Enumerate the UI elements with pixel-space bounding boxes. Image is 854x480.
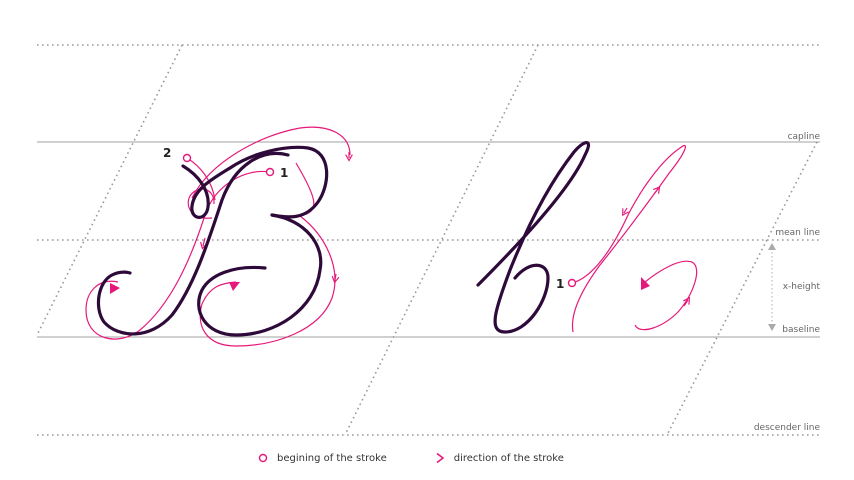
- down-arrow-icon: [768, 324, 776, 331]
- legend-start: begining of the stroke: [258, 453, 387, 464]
- capital-b-stroke-number-2: 2: [163, 146, 171, 160]
- lowercase-b-stroke-guides: [571, 144, 698, 333]
- slant-guides: [36, 44, 818, 436]
- legend-direction-label: direction of the stroke: [453, 452, 564, 464]
- capital-b-start-circle-1: [265, 167, 275, 177]
- lowercase-b-stroke-number-1: 1: [556, 277, 564, 291]
- x-height-indicator: [768, 243, 776, 331]
- baseline-label: baseline: [782, 325, 820, 335]
- capital-b-start-circle-2: [182, 153, 192, 163]
- start-circle-icon: [258, 453, 268, 463]
- direction-chevron-icon: [436, 452, 445, 464]
- descender-line-label: descender line: [754, 423, 821, 433]
- mean-line-label: mean line: [775, 228, 820, 238]
- capital-b-start-arrow-2: [229, 282, 240, 291]
- capital-b-letter: [96, 145, 329, 337]
- x-height-label: x-height: [783, 282, 821, 292]
- capline-label: capline: [788, 132, 821, 142]
- legend-start-label: begining of the stroke: [277, 452, 387, 464]
- lowercase-b-start-circle: [567, 278, 577, 288]
- up-arrow-icon: [768, 243, 776, 250]
- capital-b-direction-markers: [199, 152, 353, 284]
- lowercase-b-direction-markers: [622, 186, 691, 307]
- capital-b-start-arrow-1: [110, 283, 120, 294]
- legend: begining of the stroke direction of the …: [258, 452, 612, 464]
- lowercase-b-letter: [476, 141, 591, 334]
- lowercase-b-start-arrow: [641, 277, 650, 290]
- capital-b-stroke-number-1: 1: [280, 166, 288, 180]
- legend-direction: direction of the stroke: [435, 452, 564, 464]
